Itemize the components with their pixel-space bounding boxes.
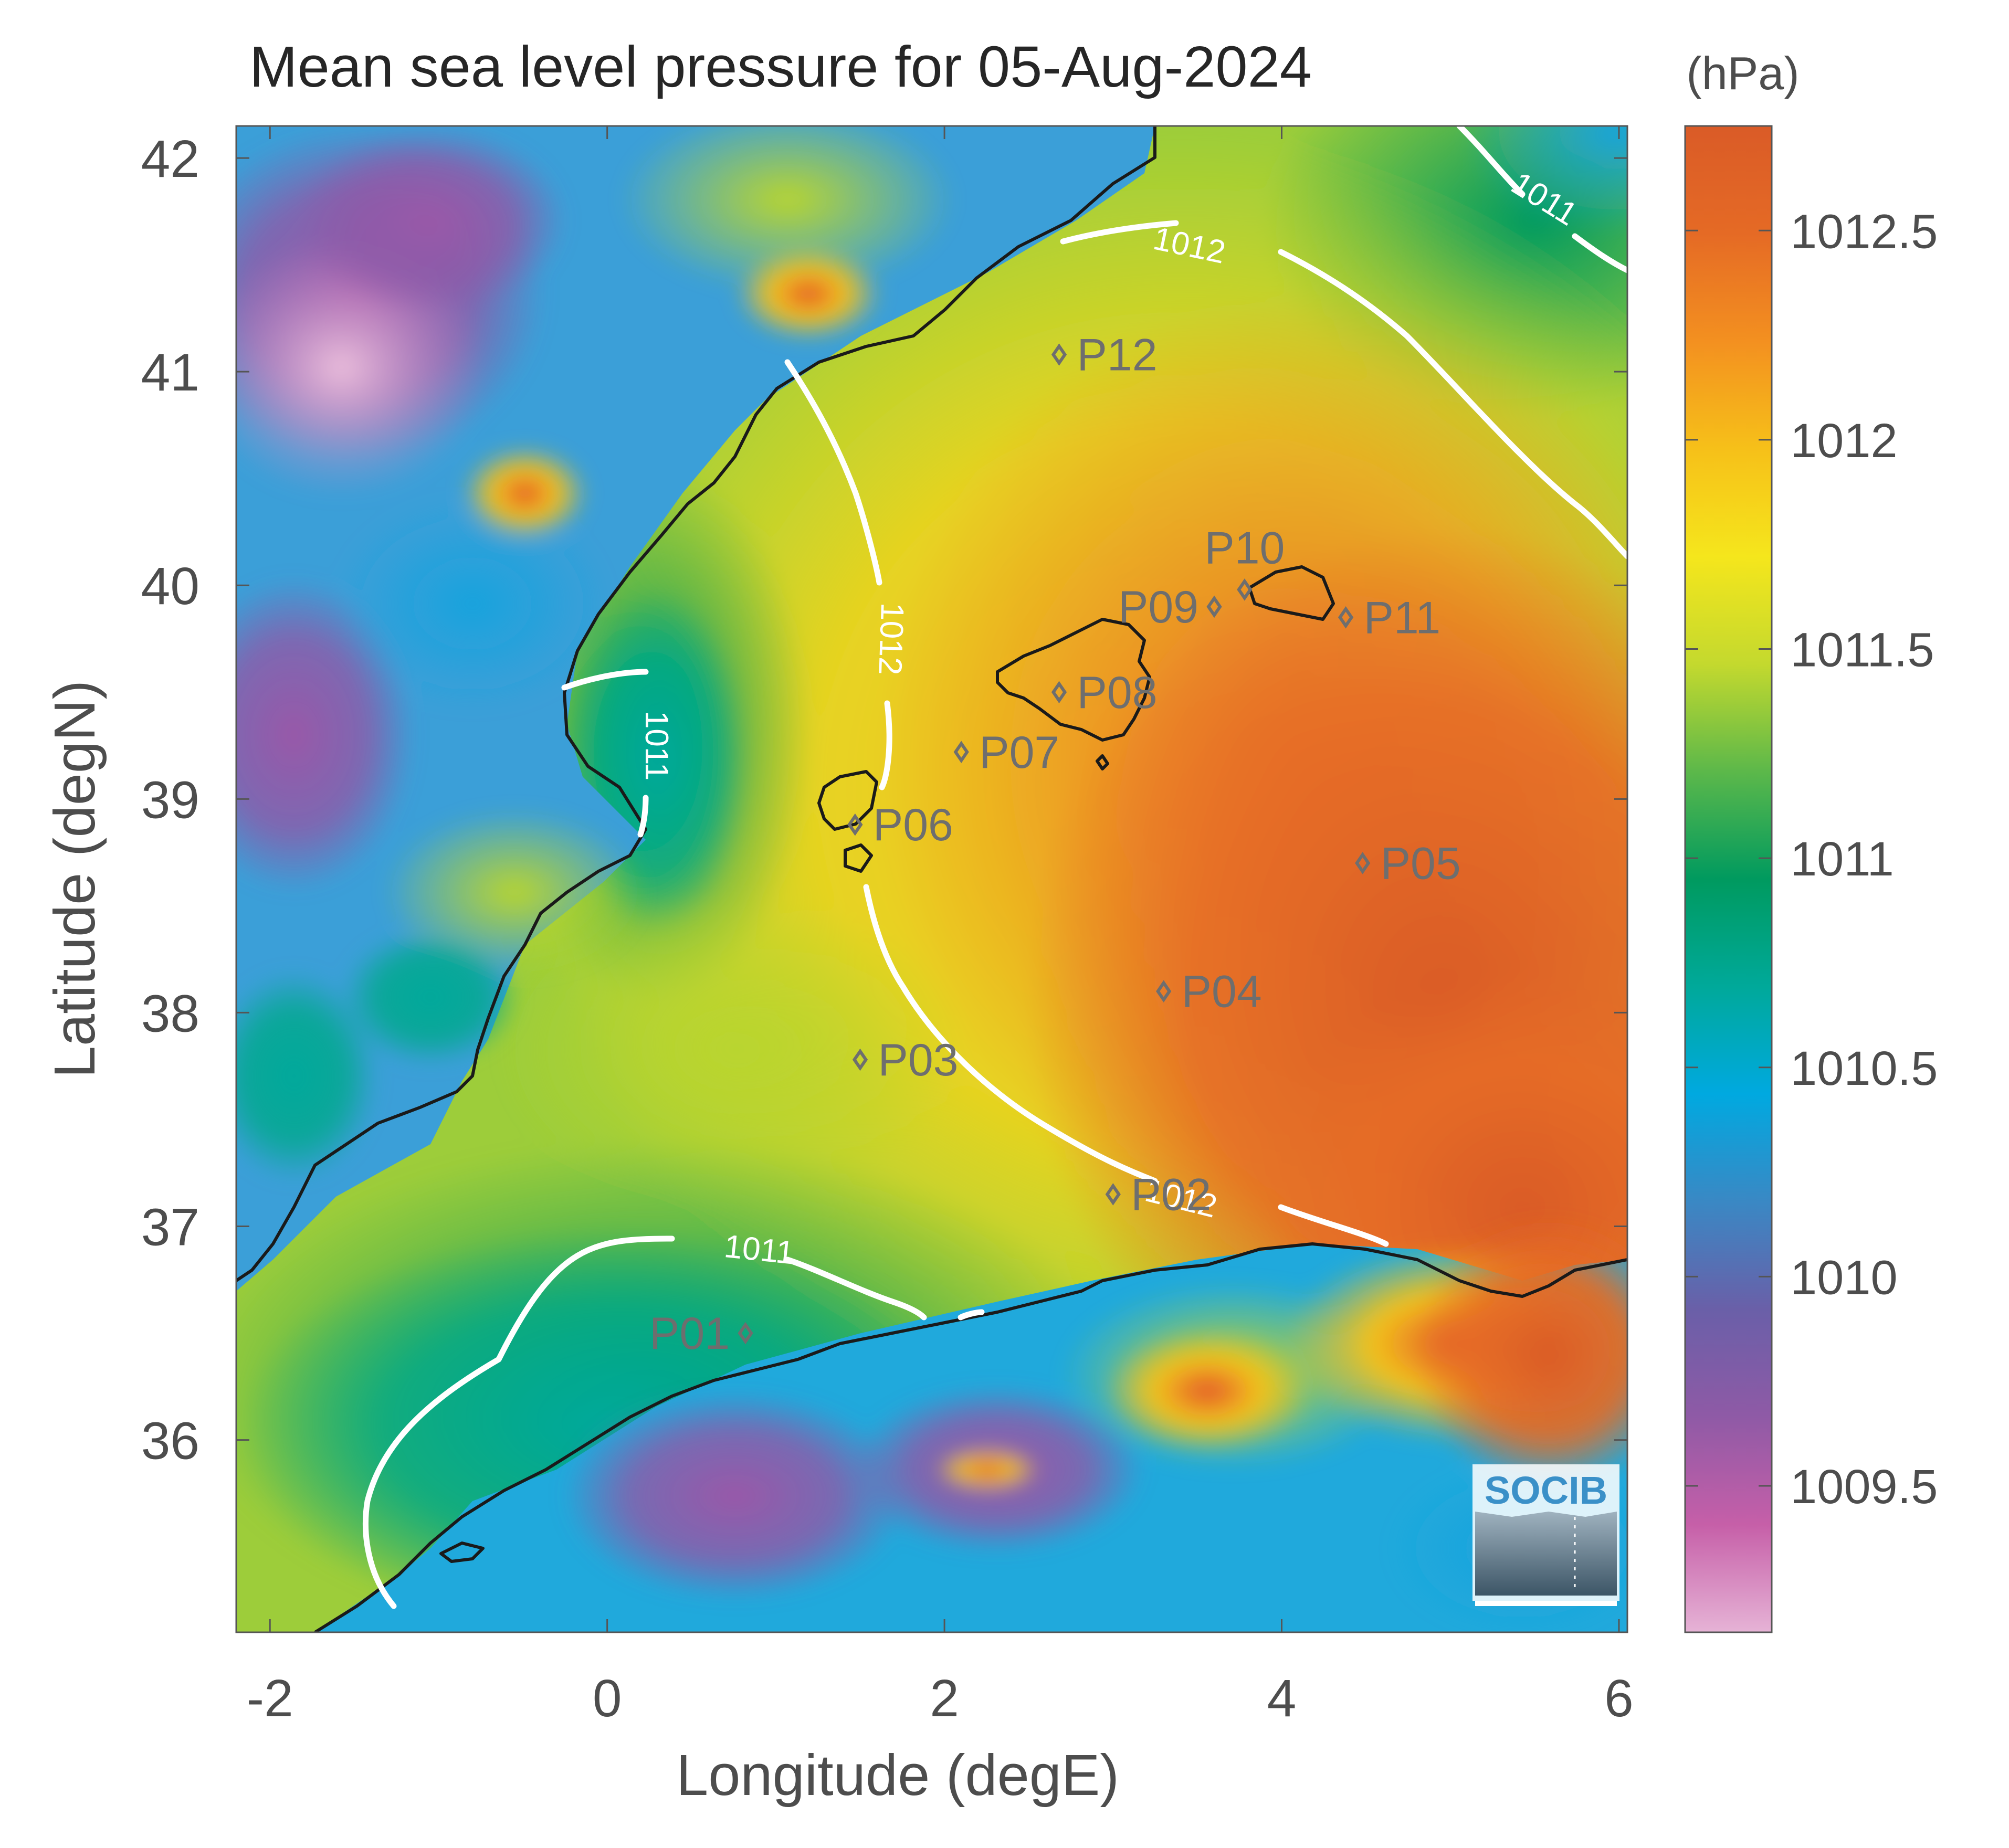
- socib-logo-text: SOCIB: [1485, 1469, 1607, 1512]
- x-tick-label: 2: [930, 1669, 959, 1728]
- colorbar: 1009.5 1010 1010.5 1011 1011.5 1012 1012.5: [1684, 125, 1938, 1633]
- station-label: P10: [1204, 523, 1285, 573]
- station-label: P01: [649, 1308, 730, 1359]
- station-marker: [1156, 980, 1172, 1003]
- station-marker: [1051, 343, 1067, 366]
- station-label: P11: [1364, 593, 1441, 643]
- y-tick-label: 39: [141, 770, 199, 829]
- colorbar-tick-label: 1012: [1790, 414, 1898, 468]
- x-tick-label: -2: [247, 1669, 293, 1728]
- y-axis: 36 37 38 39 40 41 42: [141, 130, 1627, 1471]
- station-label: P02: [1131, 1169, 1211, 1220]
- socib-logo: SOCIB: [1472, 1464, 1619, 1606]
- y-tick-label: 38: [141, 984, 199, 1043]
- station-label: P07: [979, 727, 1059, 778]
- units-label: (hPa): [1686, 47, 1799, 99]
- station-marker: [852, 1048, 868, 1071]
- colorbar-tick-label: 1012.5: [1790, 205, 1938, 258]
- isobar-label: 1011: [638, 711, 675, 780]
- coastline-north-africa: [314, 1242, 1627, 1632]
- coastline-formentera: [844, 843, 873, 873]
- x-axis-label: Longitude (degE): [676, 1743, 1119, 1808]
- y-tick-label: 40: [141, 557, 199, 616]
- map-title: Mean sea level pressure for 05-Aug-2024: [249, 35, 1312, 99]
- station-marker: [1338, 606, 1354, 629]
- isobar-1011-south: [363, 1235, 985, 1609]
- isobar-1011-northeast: [1456, 126, 1627, 273]
- x-tick-label: 0: [593, 1669, 622, 1728]
- colorbar-tick-label: 1010: [1790, 1251, 1898, 1304]
- x-tick-label: 6: [1604, 1669, 1634, 1728]
- coastline-cabrera: [1096, 754, 1109, 770]
- station-label: P05: [1381, 838, 1461, 889]
- station-marker: [1105, 1183, 1121, 1206]
- colorbar-bar: [1684, 125, 1773, 1633]
- coastline-ibiza: [817, 770, 878, 831]
- station-marker: [1237, 578, 1253, 601]
- station-marker: [1355, 852, 1371, 874]
- isobar-label: 1012: [871, 602, 910, 675]
- station-label: P03: [878, 1035, 958, 1085]
- isobars: [363, 126, 1627, 1609]
- station-label: P08: [1077, 668, 1158, 718]
- station-label: P09: [1118, 582, 1198, 632]
- isobar-label: 1011: [722, 1228, 796, 1272]
- y-tick-label: 41: [141, 343, 199, 402]
- isobar-1012-west: [784, 359, 1389, 1247]
- station-label: P06: [873, 800, 953, 850]
- station-marker: [1206, 595, 1222, 618]
- x-axis: -2 0 2 4 6: [247, 126, 1634, 1728]
- colorbar-ticks: 1009.5 1010 1010.5 1011 1011.5 1012 1012.5: [1685, 205, 1938, 1514]
- colorbar-tick-label: 1011.5: [1790, 624, 1934, 677]
- coastlines: [236, 126, 1627, 1632]
- station-marker: [1051, 681, 1067, 704]
- coastline-mallorca: [996, 618, 1151, 742]
- x-tick-label: 4: [1267, 1669, 1297, 1728]
- y-axis-label: Latitude (degN): [43, 680, 107, 1078]
- station-marker: [847, 813, 863, 836]
- colorbar-tick-label: 1009.5: [1790, 1460, 1938, 1514]
- y-tick-label: 37: [141, 1198, 199, 1257]
- coastline-alboran: [439, 1541, 485, 1563]
- station-label: P12: [1077, 330, 1158, 381]
- y-tick-label: 36: [141, 1412, 199, 1471]
- station-marker: [738, 1322, 753, 1345]
- isobar-1011-west: [561, 669, 649, 838]
- land-iberia: [236, 126, 1155, 1291]
- colorbar-tick-label: 1010.5: [1790, 1042, 1938, 1095]
- isobar-1012-north: [1060, 220, 1627, 559]
- coastline-menorca: [1248, 565, 1335, 621]
- land-north-africa: [315, 1218, 1627, 1632]
- y-tick-label: 42: [141, 130, 199, 188]
- coastline-iberia: [236, 126, 1156, 1282]
- station-label: P04: [1182, 967, 1262, 1017]
- colorbar-tick-label: 1011: [1790, 832, 1894, 886]
- plot-frame: [235, 125, 1628, 1633]
- station-marker: [953, 741, 969, 764]
